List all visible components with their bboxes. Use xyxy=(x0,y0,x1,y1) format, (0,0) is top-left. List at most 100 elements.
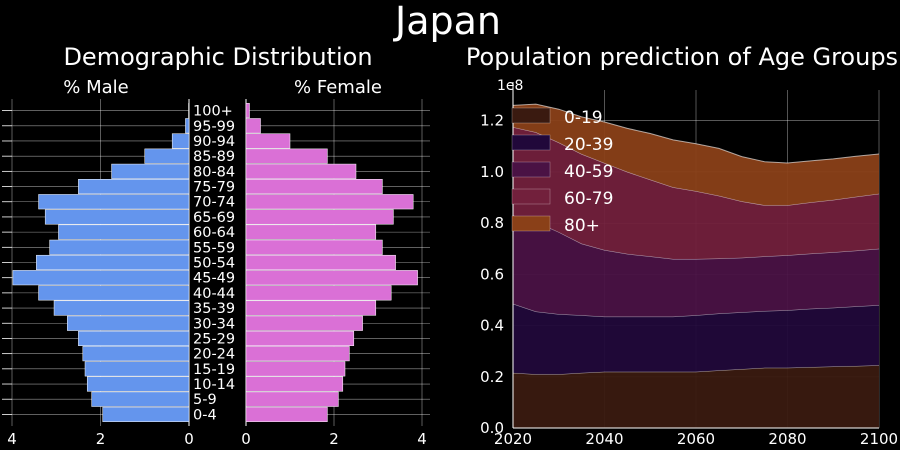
legend-label: 40-59 xyxy=(564,162,613,182)
male-bar xyxy=(44,209,190,225)
male-bar xyxy=(102,406,190,422)
male-bar xyxy=(82,346,190,362)
female-bar xyxy=(245,163,357,179)
male-bar xyxy=(185,118,190,134)
male-bar xyxy=(38,285,190,301)
age-group-label: 45-49 xyxy=(193,271,235,287)
male-bar xyxy=(36,254,190,271)
male-bar xyxy=(111,163,190,179)
age-group-label: 85-89 xyxy=(193,149,235,165)
area-series-edge xyxy=(512,103,880,164)
male-bar xyxy=(91,391,190,407)
male-x-tick: 4 xyxy=(7,430,17,448)
age-group-label: 40-44 xyxy=(193,286,235,302)
age-group-label: 5-9 xyxy=(193,392,217,408)
female-x-tick: 2 xyxy=(329,430,339,448)
female-bar xyxy=(245,285,392,301)
legend-label: 20-39 xyxy=(564,135,613,155)
male-x-tick: 0 xyxy=(184,430,194,448)
area-title: Population prediction of Age Groups xyxy=(466,43,898,71)
area-y-tick: 0.4 xyxy=(480,317,504,335)
female-bar xyxy=(245,361,346,377)
female-axis-label: % Female xyxy=(294,77,382,98)
legend-swatch xyxy=(511,188,551,205)
female-bar xyxy=(245,330,355,346)
female-bar xyxy=(245,300,377,316)
male-bar xyxy=(58,224,190,240)
age-group-label: 65-69 xyxy=(193,210,235,226)
area-y-tick: 0.6 xyxy=(480,265,504,283)
area-series-40-59 xyxy=(513,215,879,317)
female-bar xyxy=(245,315,363,331)
female-bar xyxy=(245,376,344,392)
female-bar xyxy=(245,346,350,362)
area-x-tick: 2040 xyxy=(585,430,623,448)
female-bar xyxy=(245,179,383,195)
age-group-label: 20-24 xyxy=(193,347,235,363)
age-group-label: 15-19 xyxy=(193,362,235,378)
area-x-tick: 2060 xyxy=(677,430,715,448)
legend-swatch xyxy=(511,107,551,124)
male-bar xyxy=(67,315,190,331)
area-y-tick: 0.2 xyxy=(480,368,504,386)
female-x-tick: 0 xyxy=(241,430,251,448)
age-group-label: 25-29 xyxy=(193,331,235,347)
male-bar xyxy=(84,361,190,377)
legend-swatch xyxy=(511,134,551,151)
area-x-tick: 2080 xyxy=(768,430,806,448)
male-bar xyxy=(12,270,190,286)
age-group-label: 50-54 xyxy=(193,256,235,272)
area-x-tick: 2100 xyxy=(860,430,898,448)
area-y-tick: 0.0 xyxy=(480,419,504,437)
female-bars: 0 2 4 xyxy=(241,99,430,448)
male-bar xyxy=(49,239,190,255)
male-bar xyxy=(53,300,190,316)
y-multiplier-label: 1e8 xyxy=(497,78,523,94)
age-group-label: 30-34 xyxy=(193,316,235,332)
age-group-label: 75-79 xyxy=(193,180,235,196)
age-group-label: 95-99 xyxy=(193,119,235,135)
area-y-tick: 1.0 xyxy=(480,163,504,181)
female-bar xyxy=(245,118,261,134)
female-bar xyxy=(245,391,339,407)
pyramid-title: Demographic Distribution xyxy=(63,43,372,71)
male-bars: 4 2 00-45-910-1415-1920-2425-2930-3435-394… xyxy=(2,99,235,448)
age-group-label: 60-64 xyxy=(193,225,235,241)
area-y-tick: 0.8 xyxy=(480,214,504,232)
female-bar xyxy=(245,239,383,255)
legend-label: 0-19 xyxy=(564,108,603,128)
legend-label: 60-79 xyxy=(564,189,613,209)
legend-swatch xyxy=(511,215,551,232)
area-y-tick: 1.2 xyxy=(480,112,504,130)
female-bar xyxy=(245,209,394,225)
age-group-label: 0-4 xyxy=(193,407,217,423)
age-group-label: 55-59 xyxy=(193,240,235,256)
age-group-label: 80-84 xyxy=(193,164,235,180)
female-bar xyxy=(245,103,250,119)
male-bar xyxy=(78,179,190,195)
age-group-label: 10-14 xyxy=(193,377,235,393)
age-group-label: 100+ xyxy=(193,104,233,120)
male-axis-label: % Male xyxy=(63,77,128,98)
male-bar xyxy=(38,194,190,210)
age-group-label: 70-74 xyxy=(193,195,235,211)
male-bar xyxy=(86,376,190,392)
area-series-60-79 xyxy=(513,127,879,259)
male-bar xyxy=(144,148,190,164)
area-x-tick: 2020 xyxy=(494,430,532,448)
male-bar xyxy=(78,330,190,346)
female-bar xyxy=(245,224,377,240)
male-bar xyxy=(171,133,190,149)
legend-swatch xyxy=(511,161,551,178)
area-series-80+ xyxy=(513,104,879,206)
area-chart: 0.0 0.2 0.4 0.6 0.8 1.0 1.2 2020 2040 2060 2080 210… xyxy=(480,82,898,448)
age-group-label: 35-39 xyxy=(193,301,235,317)
female-bar xyxy=(245,254,396,271)
female-bar xyxy=(245,133,291,149)
male-x-tick: 2 xyxy=(96,430,106,448)
female-bar xyxy=(245,148,328,164)
female-bar xyxy=(245,406,328,422)
female-x-tick: 4 xyxy=(417,430,427,448)
area-series-0-19 xyxy=(513,365,879,428)
